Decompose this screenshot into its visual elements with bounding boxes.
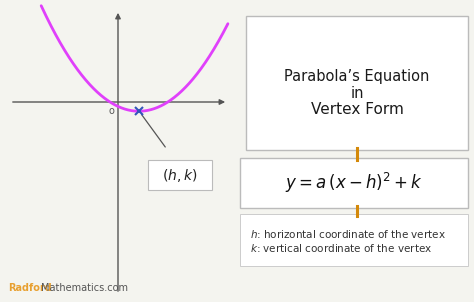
FancyBboxPatch shape: [148, 160, 212, 190]
Text: Radford: Radford: [8, 283, 52, 293]
Text: Mathematics.com: Mathematics.com: [41, 283, 128, 293]
Text: Parabola’s Equation: Parabola’s Equation: [284, 69, 430, 85]
FancyBboxPatch shape: [240, 158, 468, 208]
Text: $y = a\,(x - h)^2 + k$: $y = a\,(x - h)^2 + k$: [285, 171, 423, 195]
Text: $k$: vertical coordinate of the vertex: $k$: vertical coordinate of the vertex: [250, 242, 432, 254]
Text: in: in: [350, 85, 364, 101]
Text: Vertex Form: Vertex Form: [310, 101, 403, 117]
Text: $(h, k)$: $(h, k)$: [162, 167, 198, 184]
Text: o: o: [108, 106, 114, 116]
Text: $h$: horizontal coordinate of the vertex: $h$: horizontal coordinate of the vertex: [250, 228, 446, 240]
FancyBboxPatch shape: [240, 214, 468, 266]
FancyBboxPatch shape: [246, 16, 468, 150]
